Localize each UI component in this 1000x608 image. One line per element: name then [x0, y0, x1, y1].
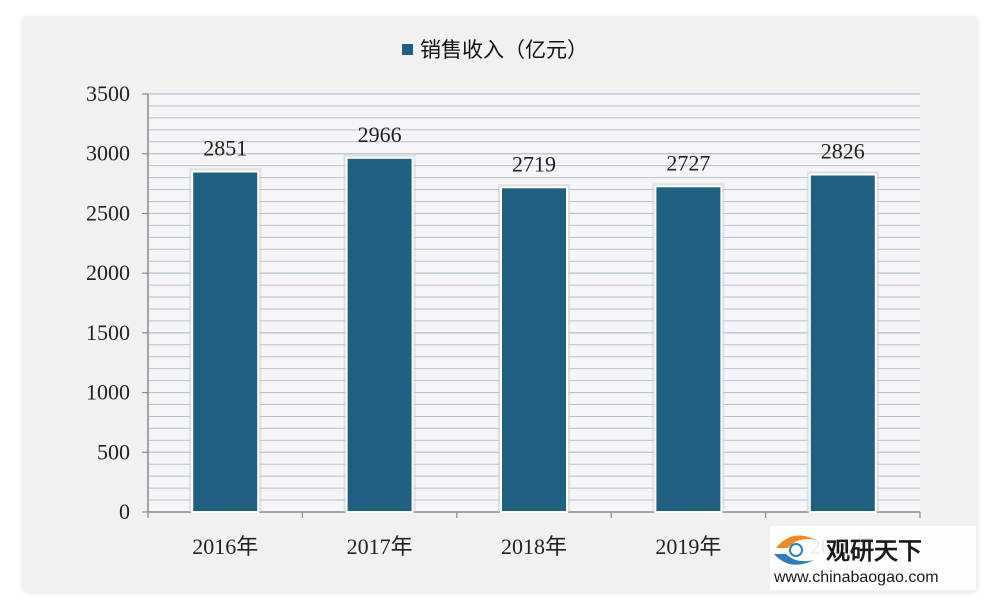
- bar: [654, 185, 723, 513]
- y-tick-label: 3000: [86, 141, 130, 166]
- y-tick-label: 1000: [86, 380, 130, 405]
- legend: 销售收入（亿元）: [402, 38, 588, 62]
- bar: [345, 156, 414, 513]
- watermark-url: www.chinabaogao.com: [773, 569, 939, 586]
- y-tick-label: 0: [119, 499, 130, 524]
- y-tick-label: 2000: [86, 260, 130, 285]
- legend-swatch: [402, 44, 413, 55]
- bar: [191, 170, 260, 513]
- legend-label: 销售收入（亿元）: [420, 38, 588, 62]
- data-label: 2851: [203, 136, 247, 161]
- x-tick-label: 2018年: [501, 534, 567, 559]
- bar: [500, 186, 568, 513]
- data-label: 2719: [512, 151, 556, 176]
- y-tick-label: 3500: [86, 81, 130, 106]
- chart-frame: 0 500 1000 1500 2000 2500 3000 3500 2851 2016年 296…: [22, 16, 978, 592]
- x-tick-label: 2019年: [655, 534, 721, 559]
- data-label: 2966: [358, 122, 402, 147]
- swirl-logo-icon: [774, 535, 816, 565]
- data-label: 2826: [821, 138, 865, 163]
- data-label: 2727: [666, 150, 710, 175]
- x-tick-label: 2017年: [347, 534, 413, 559]
- bar: [808, 173, 877, 514]
- y-tick-label: 500: [97, 439, 130, 464]
- bar-chart: 0 500 1000 1500 2000 2500 3000 3500 2851 2016年 296…: [86, 38, 976, 590]
- x-tick-label: 2016年: [192, 534, 258, 559]
- y-tick-label: 2500: [86, 200, 130, 225]
- watermark-brand: 观研天下: [826, 537, 922, 565]
- y-tick-label: 1500: [86, 320, 130, 345]
- watermark: 观研天下 www.chinabaogao.com: [770, 526, 976, 590]
